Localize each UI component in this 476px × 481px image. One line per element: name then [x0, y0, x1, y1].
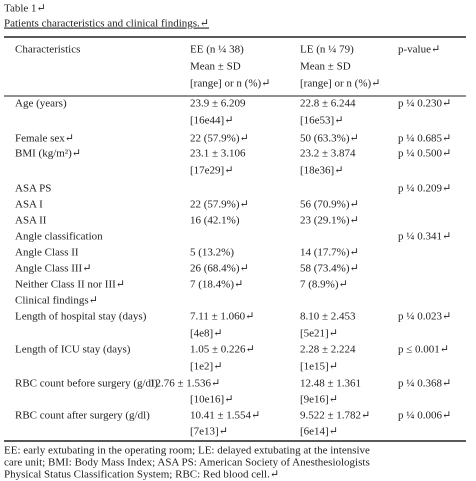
table-title: Patients characteristics and clinical fi… [4, 18, 209, 30]
cell: p ¼ 0.341↵ [398, 231, 451, 243]
cell: p ¼ 0.685↵ [398, 133, 451, 145]
cell: [4e8]↵ [190, 328, 222, 340]
cell: p ¼ 0.006↵ [398, 410, 451, 422]
column-header: Mean ± SD [190, 61, 241, 73]
cell: 23.2 ± 3.874 [300, 148, 356, 160]
cell: p ≤ 0.001↵ [398, 344, 449, 356]
cell: 5 (13.2%) [190, 247, 234, 259]
cell: Neither Class II nor III↵ [15, 279, 125, 291]
cell: 22 (57.9%)↵ [190, 133, 249, 145]
cell: 2.28 ± 2.224 [300, 344, 356, 356]
column-header: [range] or n (%)↵ [190, 78, 270, 90]
cell: 23.1 ± 3.106 [190, 148, 246, 160]
cell: p ¼ 0.500↵ [398, 148, 451, 160]
cell: [18e36]↵ [300, 165, 343, 177]
cell: [5e21]↵ [300, 328, 338, 340]
column-header: p-value↵ [398, 44, 440, 56]
cell: p ¼ 0.368↵ [398, 378, 451, 390]
footnote-line: care unit; BMI: Body Mass Index; ASA PS:… [4, 457, 370, 469]
cell: 12.76 ± 1.536↵ [150, 378, 220, 390]
cell: [17e29]↵ [190, 165, 233, 177]
cell: 56 (70.9%)↵ [300, 199, 359, 211]
cell: [9e16]↵ [300, 394, 338, 406]
cell: 58 (73.4%)↵ [300, 263, 359, 275]
cell: 22.8 ± 6.244 [300, 98, 356, 110]
cell: Angle Class II [15, 247, 79, 259]
cell: 23.9 ± 6.209 [190, 98, 246, 110]
cell: [16e53]↵ [300, 115, 343, 127]
cell: [16e44]↵ [190, 115, 233, 127]
cell: RBC count before surgery (g/dl) [15, 378, 158, 390]
cell: Length of ICU stay (days) [15, 344, 131, 356]
cell: 26 (68.4%)↵ [190, 263, 249, 275]
cell: ASA I [15, 199, 43, 211]
column-header: Mean ± SD [300, 61, 351, 73]
cell: 10.41 ± 1.554↵ [190, 410, 260, 422]
cell: BMI (kg/m²)↵ [15, 148, 81, 160]
column-header: LE (n ¼ 79) [300, 44, 354, 56]
cell: p ¼ 0.023↵ [398, 311, 451, 323]
column-header: Characteristics [15, 44, 80, 56]
cell: 7 (8.9%)↵ [300, 279, 348, 291]
cell: p ¼ 0.209↵ [398, 183, 451, 195]
column-header: [range] or n (%)↵ [300, 78, 380, 90]
cell: 7.11 ± 1.060↵ [190, 311, 254, 323]
cell: Length of hospital stay (days) [15, 311, 147, 323]
cell: 7 (18.4%)↵ [190, 279, 243, 291]
cell: Angle Class III↵ [15, 263, 91, 275]
cell: [1e2]↵ [190, 361, 222, 373]
cell: Angle classification [15, 231, 103, 243]
footnote-line: Physical Status Classification System; R… [4, 469, 279, 481]
cell: 1.05 ± 0.226↵ [190, 344, 255, 356]
cell: 12.48 ± 1.361 [300, 378, 361, 390]
cell: 14 (17.7%)↵ [300, 247, 359, 259]
cell: p ¼ 0.230↵ [398, 98, 451, 110]
cell: [7e13]↵ [190, 426, 228, 438]
cell: RBC count after surgery (g/dl) [15, 410, 150, 422]
cell: 9.522 ± 1.782↵ [300, 410, 370, 422]
cell: ASA PS [15, 183, 51, 195]
cell: 8.10 ± 2.453 [300, 311, 356, 323]
footnote-line: EE: early extubating in the operating ro… [4, 445, 370, 457]
cell: 23 (29.1%)↵ [300, 215, 359, 227]
cell: Female sex↵ [15, 133, 74, 145]
cell: [10e16]↵ [190, 394, 233, 406]
cell: ASA II [15, 215, 47, 227]
cell: Age (years) [15, 98, 67, 110]
cell: 16 (42.1%) [190, 215, 240, 227]
cell: [6e14]↵ [300, 426, 338, 438]
cell: Clinical findings↵ [15, 295, 98, 307]
table-label: Table 1↵ [4, 3, 46, 15]
column-header: EE (n ¼ 38) [190, 44, 244, 56]
cell: 50 (63.3%)↵ [300, 133, 359, 145]
cell: 22 (57.9%)↵ [190, 199, 249, 211]
cell: [1e15]↵ [300, 361, 338, 373]
